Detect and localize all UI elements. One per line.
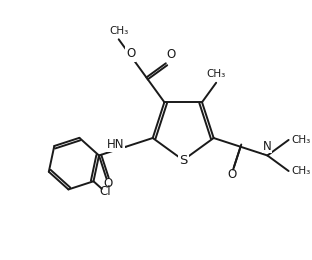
Text: O: O [126,47,135,60]
Text: Cl: Cl [99,185,110,198]
Text: CH₃: CH₃ [207,69,226,79]
Text: CH₃: CH₃ [291,166,311,176]
Text: CH₃: CH₃ [291,135,311,145]
Text: N: N [263,140,272,153]
Text: O: O [227,168,236,181]
Text: CH₃: CH₃ [109,25,128,36]
Text: O: O [104,177,113,190]
Text: O: O [166,48,176,61]
Text: S: S [179,154,188,167]
Text: HN: HN [106,138,124,151]
